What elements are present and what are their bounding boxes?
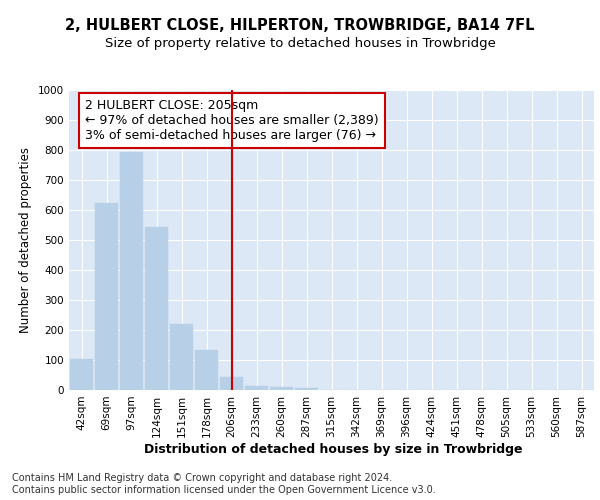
- Bar: [269, 387, 293, 390]
- Bar: [245, 386, 268, 390]
- Text: 2 HULBERT CLOSE: 205sqm
← 97% of detached houses are smaller (2,389)
3% of semi-: 2 HULBERT CLOSE: 205sqm ← 97% of detache…: [85, 99, 379, 142]
- Bar: [295, 388, 319, 390]
- Bar: [70, 358, 94, 390]
- Bar: [220, 376, 244, 390]
- Text: Size of property relative to detached houses in Trowbridge: Size of property relative to detached ho…: [104, 38, 496, 51]
- Text: 2, HULBERT CLOSE, HILPERTON, TROWBRIDGE, BA14 7FL: 2, HULBERT CLOSE, HILPERTON, TROWBRIDGE,…: [65, 18, 535, 32]
- Y-axis label: Number of detached properties: Number of detached properties: [19, 147, 32, 333]
- Bar: [119, 152, 143, 390]
- Bar: [170, 324, 193, 390]
- Bar: [95, 202, 118, 390]
- Text: Contains HM Land Registry data © Crown copyright and database right 2024.
Contai: Contains HM Land Registry data © Crown c…: [12, 474, 436, 495]
- Bar: [145, 226, 169, 390]
- Bar: [194, 350, 218, 390]
- Text: Distribution of detached houses by size in Trowbridge: Distribution of detached houses by size …: [144, 442, 522, 456]
